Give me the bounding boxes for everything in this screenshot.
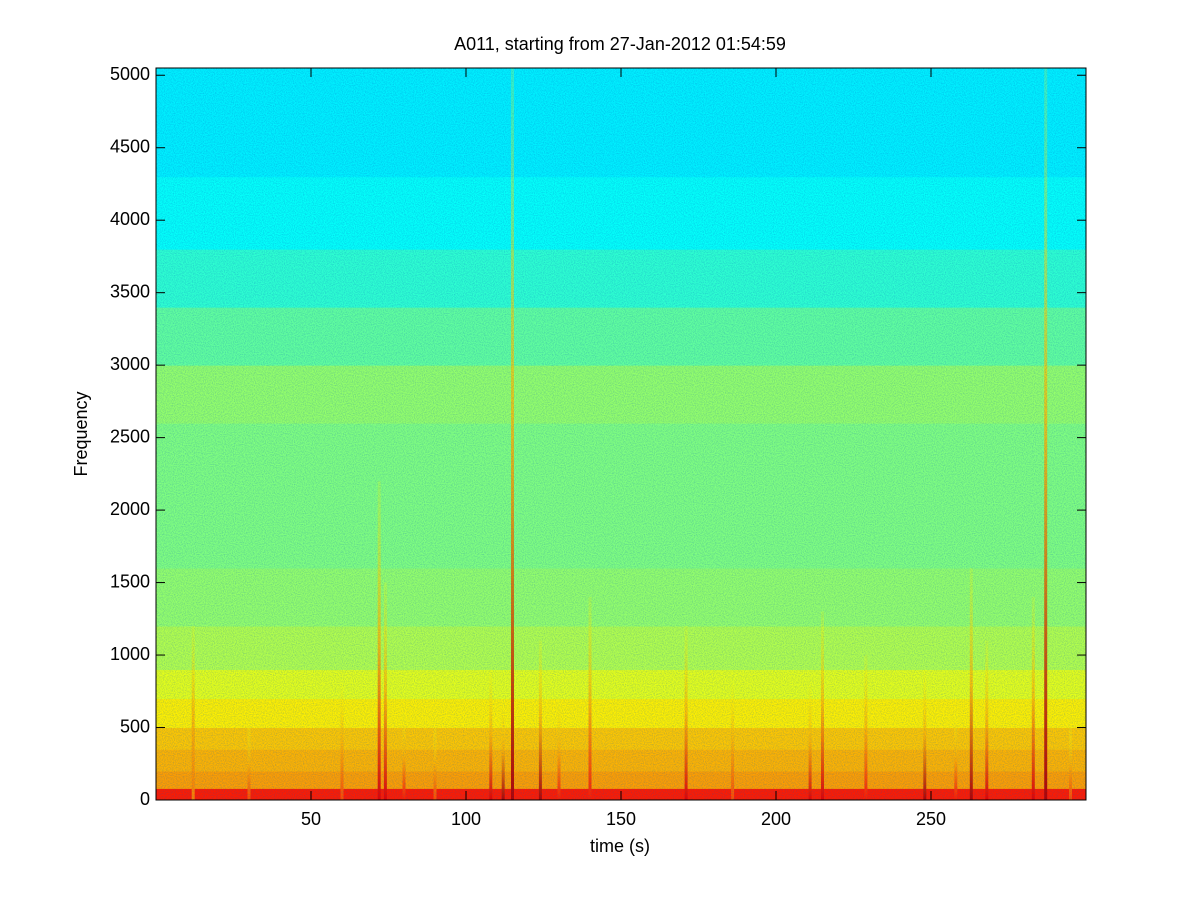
y-tick-label: 3000: [110, 354, 150, 374]
x-tick-label: 200: [761, 809, 791, 829]
chart-title: A011, starting from 27-Jan-2012 01:54:59: [454, 34, 786, 54]
y-tick-label: 500: [120, 716, 150, 736]
x-tick-label: 250: [916, 809, 946, 829]
x-tick-label: 150: [606, 809, 636, 829]
y-tick-label: 1500: [110, 571, 150, 591]
y-tick-label: 0: [140, 789, 150, 809]
noise-texture: [156, 68, 1086, 800]
y-tick-label: 5000: [110, 64, 150, 84]
x-tick-label: 100: [451, 809, 481, 829]
y-axis-label: Frequency: [71, 391, 91, 476]
x-axis-label: time (s): [590, 836, 650, 856]
y-tick-label: 1000: [110, 644, 150, 664]
y-tick-label: 4000: [110, 209, 150, 229]
x-tick-label: 50: [301, 809, 321, 829]
y-tick-label: 2000: [110, 499, 150, 519]
y-tick-label: 3500: [110, 281, 150, 301]
y-tick-label: 2500: [110, 426, 150, 446]
y-tick-label: 4500: [110, 136, 150, 156]
